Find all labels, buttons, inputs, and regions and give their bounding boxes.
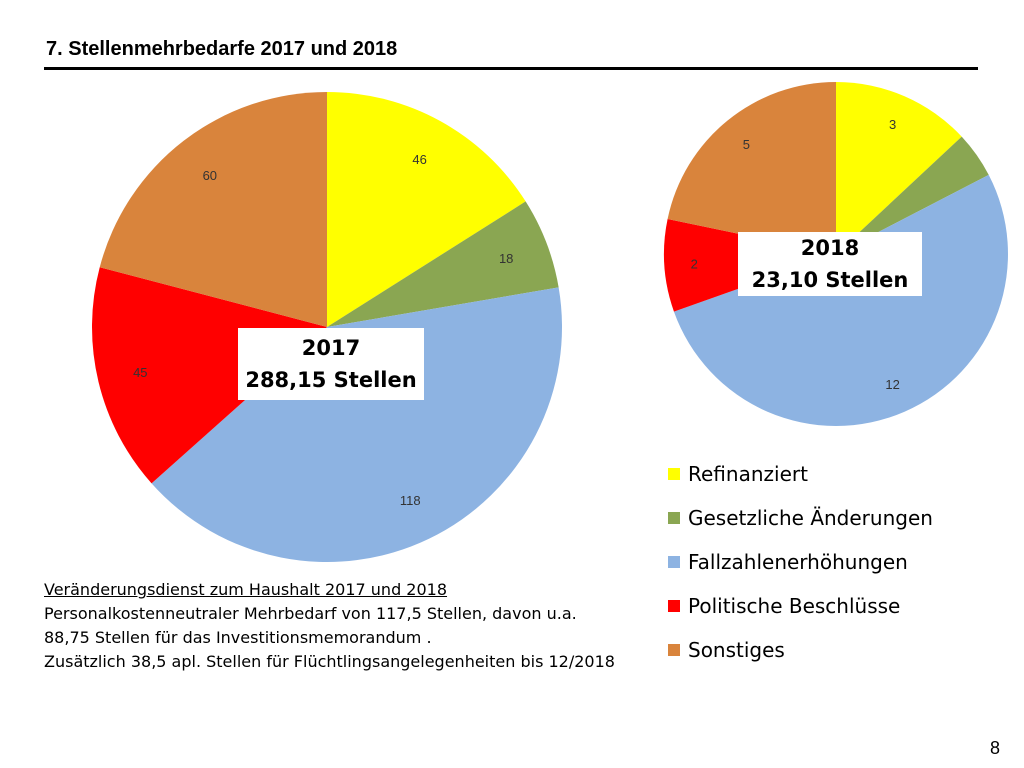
pie-2017-slice-fallzahlenerhöhungen — [151, 287, 563, 563]
legend-swatch — [668, 512, 680, 524]
legend-label: Gesetzliche Änderungen — [688, 506, 933, 530]
pie-2017-total: 288,15 Stellen — [245, 368, 417, 392]
pie-2017-data-label: 18 — [499, 251, 513, 266]
legend-item-gesetzliche-aenderungen: Gesetzliche Änderungen — [668, 496, 933, 540]
budget-note: Veränderungsdienst zum Haushalt 2017 und… — [44, 578, 664, 674]
pie-2017-center-label: 2017 288,15 Stellen — [238, 328, 424, 400]
chart-legend: Refinanziert Gesetzliche Änderungen Fall… — [668, 452, 933, 672]
pie-2018-slice-fallzahlenerhöhungen — [673, 174, 1008, 426]
pie-2017-data-label: 118 — [400, 493, 421, 508]
pie-2017-data-label: 45 — [133, 365, 147, 380]
title-divider — [44, 67, 978, 70]
pie-2017-slice-politische-beschlüsse — [91, 267, 327, 484]
legend-item-fallzahlenerhoehungen: Fallzahlenerhöhungen — [668, 540, 933, 584]
legend-swatch — [668, 644, 680, 656]
pie-2017-data-label: 60 — [203, 168, 217, 183]
legend-item-refinanziert: Refinanziert — [668, 452, 933, 496]
pie-2018-slice-gesetzliche-änderungen — [836, 136, 989, 254]
pie-2017-year: 2017 — [301, 336, 361, 360]
pie-2017-data-label: 46 — [412, 152, 426, 167]
pie-2018-slice-refinanziert — [836, 82, 962, 254]
note-line: Zusätzlich 38,5 apl. Stellen für Flüchtl… — [44, 652, 615, 671]
note-line: Personalkostenneutraler Mehrbedarf von 1… — [44, 604, 577, 623]
pie-chart-2017: 46 18 118 45 60 — [91, 92, 563, 563]
legend-swatch — [668, 556, 680, 568]
note-line: 88,75 Stellen für das Investitionsmemora… — [44, 628, 432, 647]
pie-2018-data-label: 12 — [885, 377, 899, 392]
pie-2017-slice-sonstiges — [99, 92, 327, 327]
legend-label: Refinanziert — [688, 462, 808, 486]
legend-item-politische-beschluesse: Politische Beschlüsse — [668, 584, 933, 628]
pie-2018-data-label: 3 — [889, 117, 896, 132]
legend-label: Politische Beschlüsse — [688, 594, 901, 618]
note-heading: Veränderungsdienst zum Haushalt 2017 und… — [44, 580, 448, 599]
pie-2017-slice-refinanziert — [327, 92, 526, 327]
page-number: 8 — [990, 738, 1001, 758]
legend-label: Fallzahlenerhöhungen — [688, 550, 908, 574]
legend-swatch — [668, 600, 680, 612]
slide-title: 7. Stellenmehrbedarfe 2017 und 2018 — [46, 38, 398, 60]
pie-2018-data-label: 5 — [743, 137, 750, 152]
pie-2018-slice-sonstiges — [667, 82, 836, 254]
pie-2017-slice-gesetzliche-änderungen — [327, 201, 559, 327]
pie-2018-center-label: 2018 23,10 Stellen — [738, 232, 922, 296]
legend-label: Sonstiges — [688, 638, 785, 662]
pie-2018-data-label: 2 — [691, 257, 698, 272]
legend-item-sonstiges: Sonstiges — [668, 628, 933, 672]
pie-2018-year: 2018 — [800, 236, 860, 260]
legend-swatch — [668, 468, 680, 480]
pie-2018-total: 23,10 Stellen — [751, 268, 909, 292]
